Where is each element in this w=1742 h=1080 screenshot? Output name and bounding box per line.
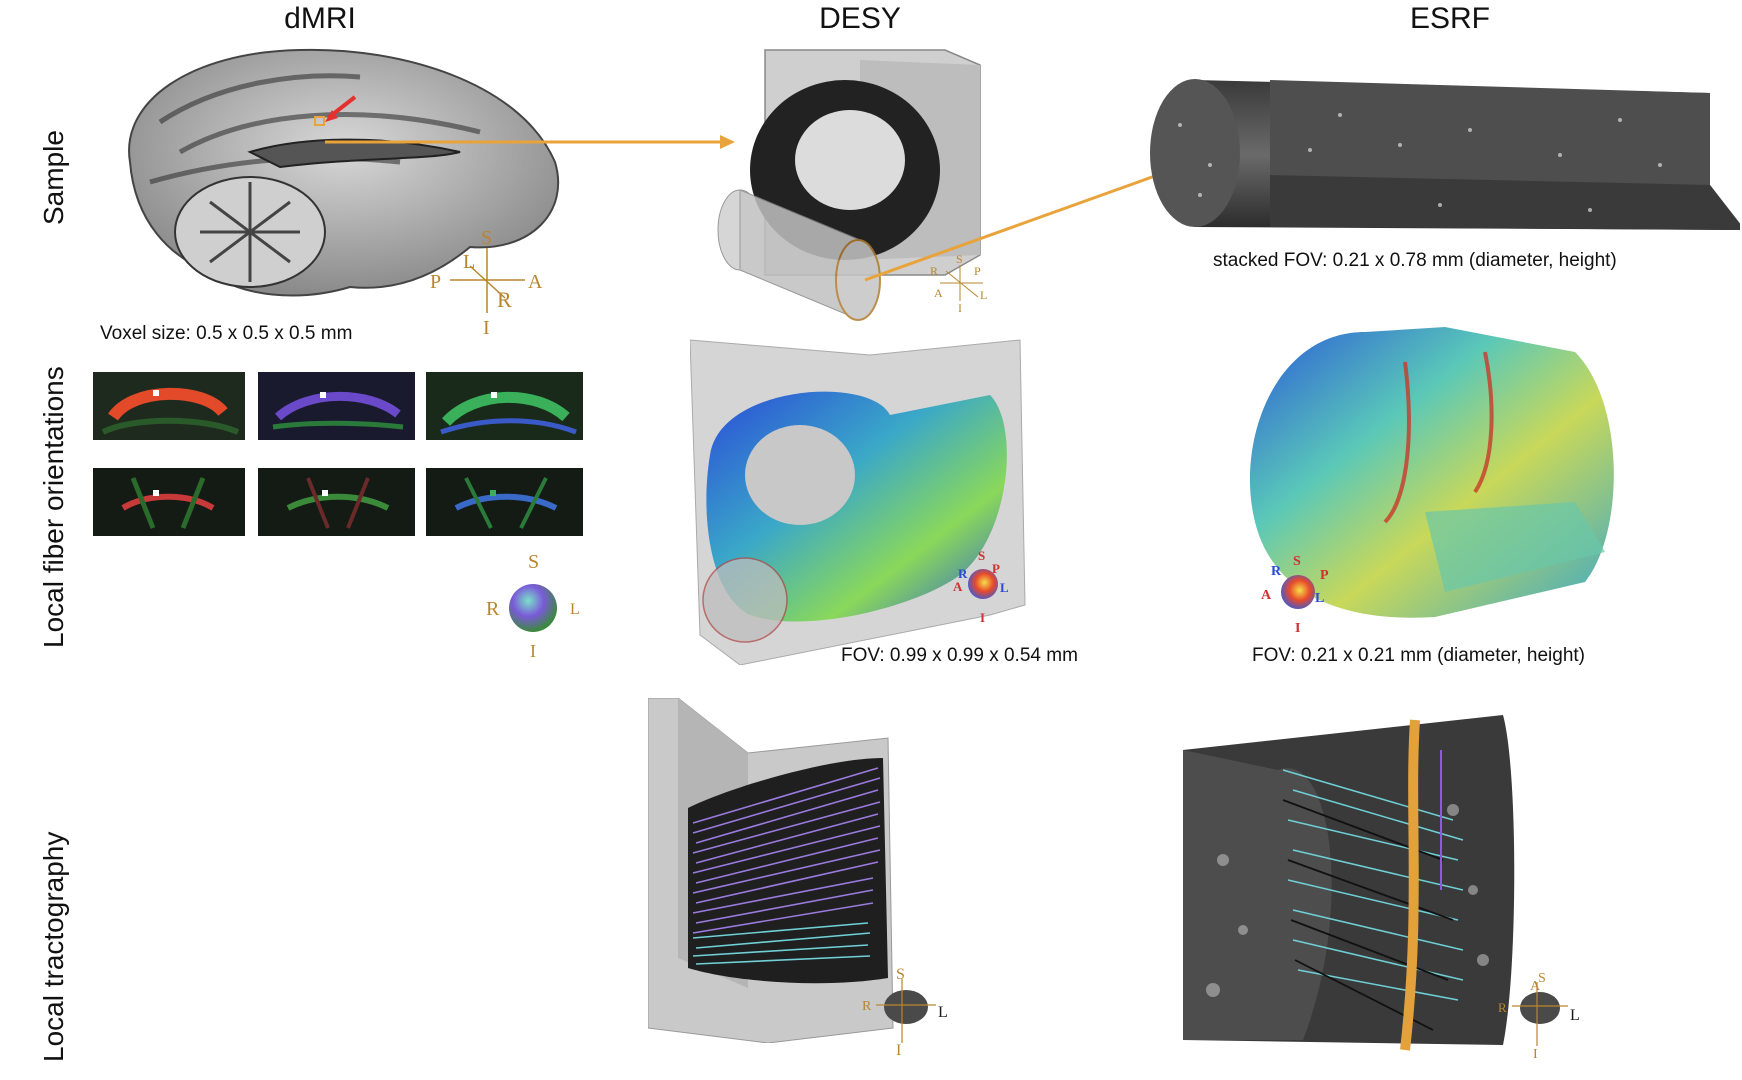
- axis-label-a: A: [1530, 979, 1541, 994]
- axis-label-i: I: [896, 1042, 901, 1057]
- axis-label-p: P: [430, 271, 441, 293]
- axis-label-p: P: [974, 264, 981, 278]
- dmri-sagittal-thumb-1: [93, 372, 245, 440]
- axis-label-r: R: [497, 287, 512, 312]
- desy-orientation-volume: [690, 339, 1026, 665]
- axis-label-r: R: [486, 598, 500, 620]
- dmri-coronal-thumb-2: [258, 468, 415, 536]
- axis-label-r: R: [1271, 564, 1282, 579]
- axis-label-l: L: [570, 601, 580, 618]
- axis-label-i: I: [958, 301, 962, 313]
- axis-label-s: S: [1293, 554, 1301, 569]
- caption-desy-fov: FOV: 0.99 x 0.99 x 0.54 mm: [841, 645, 1078, 666]
- axis-label-p: P: [1320, 568, 1329, 583]
- axis-label-i: I: [1295, 621, 1300, 634]
- brain-sagittal-image: [128, 48, 560, 297]
- caption-voxel-size: Voxel size: 0.5 x 0.5 x 0.5 mm: [100, 323, 353, 344]
- axis-label-i: I: [483, 317, 490, 338]
- axis-label-a: A: [528, 271, 543, 293]
- dmri-sagittal-thumb-2: [258, 372, 415, 440]
- desy-sample-block: [717, 49, 981, 321]
- caption-esrf-stacked-fov: stacked FOV: 0.21 x 0.78 mm (diameter, h…: [1213, 250, 1617, 271]
- esrf-sample-cylinder: [1150, 79, 1740, 230]
- axis-label-l: L: [463, 251, 475, 273]
- axis-label-s: S: [1538, 971, 1546, 986]
- axis-label-l: L: [1000, 580, 1009, 595]
- axis-label-l: L: [1315, 591, 1324, 606]
- esrf-orientation-volume: [1249, 327, 1614, 618]
- axis-label-a: A: [1261, 588, 1272, 603]
- orientation-sphere-esrf: S I R A P L: [1261, 554, 1329, 634]
- orientation-sphere-dmri: S I R L: [486, 552, 580, 661]
- axis-label-s: S: [956, 253, 963, 266]
- axis-label-i: I: [530, 641, 536, 661]
- column-title-dmri: dMRI: [284, 2, 356, 35]
- axis-label-s: S: [528, 552, 539, 573]
- arrow-to-desy: [325, 135, 735, 149]
- row-label-sample: Sample: [38, 130, 69, 225]
- axis-label-i: I: [1533, 1047, 1538, 1060]
- axis-label-s: S: [481, 228, 492, 249]
- axis-label-a: A: [953, 579, 963, 594]
- column-title-desy: DESY: [819, 2, 901, 35]
- esrf-tractography-volume: [1183, 715, 1515, 1051]
- axis-label-r: R: [930, 264, 938, 278]
- axis-label-r: R: [958, 566, 968, 581]
- orientation-sphere-desy: S I R A P L: [953, 548, 1009, 624]
- axis-label-l: L: [938, 1004, 948, 1021]
- orientation-cross-desy: S I R A P L: [930, 253, 987, 313]
- desy-tractography-volume: [648, 698, 894, 1043]
- row-label-orientations: Local fiber orientations: [38, 366, 69, 648]
- axis-label-l: L: [980, 288, 987, 302]
- axis-label-i: I: [980, 610, 985, 624]
- axis-label-s: S: [978, 548, 985, 563]
- brain-glyph-desy: S I R L: [862, 966, 948, 1057]
- row-label-tractography: Local tractography: [38, 831, 69, 1062]
- dmri-coronal-thumb-1: [93, 468, 245, 536]
- caption-esrf-fov: FOV: 0.21 x 0.21 mm (diameter, height): [1252, 645, 1585, 666]
- axis-label-r: R: [1498, 1000, 1507, 1015]
- axis-label-r: R: [862, 999, 872, 1014]
- axis-label-s: S: [896, 966, 905, 983]
- dmri-coronal-thumb-3: [426, 468, 583, 536]
- column-title-esrf: ESRF: [1409, 2, 1490, 35]
- brain-glyph-esrf: S A I R L: [1498, 971, 1580, 1060]
- axis-label-l: L: [1570, 1007, 1580, 1024]
- axis-label-a: A: [934, 286, 943, 300]
- axis-label-p: P: [992, 561, 1000, 576]
- orientation-cross-dmri: S I P A L R: [430, 228, 543, 338]
- dmri-sagittal-thumb-3: [426, 372, 583, 440]
